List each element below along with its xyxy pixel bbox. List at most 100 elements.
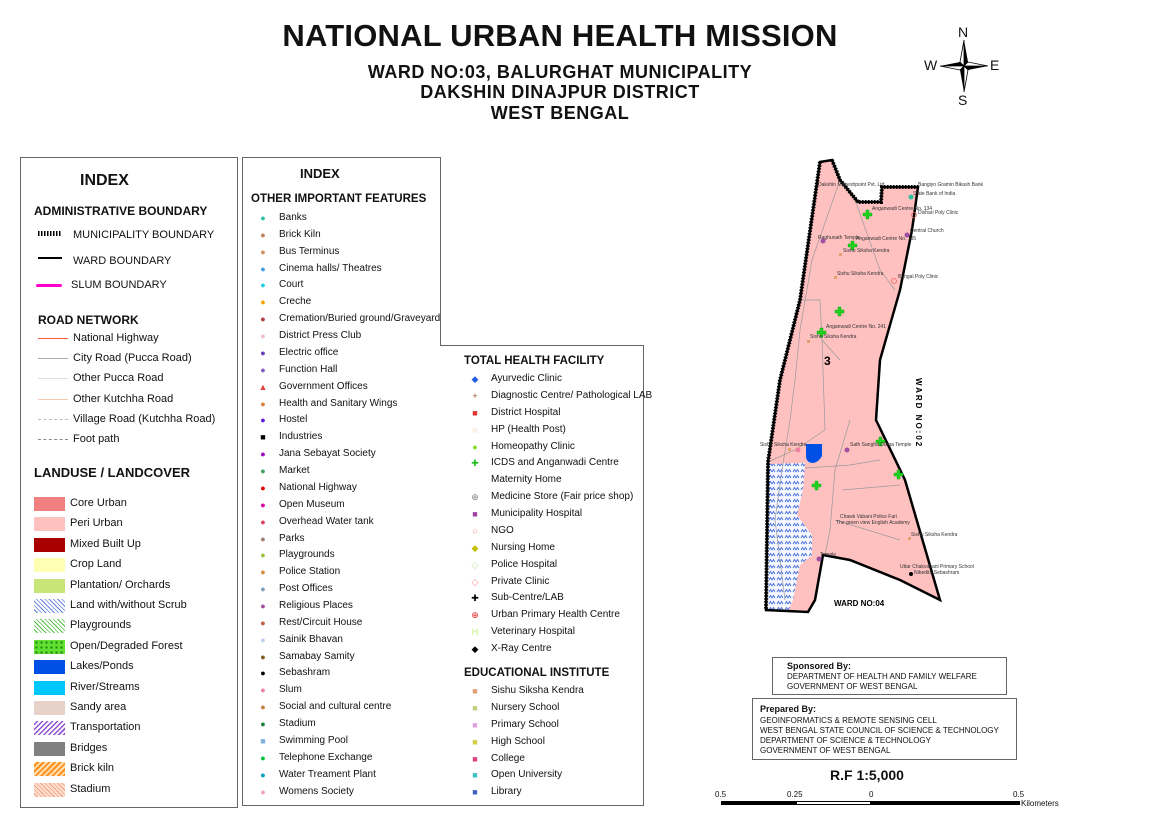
legend-symbol-icon: ◇: [471, 576, 479, 587]
legend-item-label: NGO: [491, 524, 514, 536]
legend-symbol-icon: ●: [260, 449, 266, 460]
legend-item-label: X-Ray Centre: [491, 643, 552, 655]
map-label: Sishu Siksha Kendra: [911, 532, 958, 538]
road-legend-label: Village Road (Kutchha Road): [73, 412, 216, 425]
legend-item-label: Maternity Home: [491, 474, 562, 486]
landuse-swatch: [34, 660, 65, 675]
legend-symbol-icon: ●: [260, 702, 266, 713]
legend-symbol-icon: +: [472, 390, 478, 401]
legend-item-label: Primary School: [491, 718, 559, 730]
legend-item-label: Hostel: [279, 414, 308, 426]
road-legend-label: Other Kutchha Road: [73, 392, 174, 405]
landuse-swatch: [34, 782, 65, 797]
map-label: Anganwadi Centre No. 134: [872, 206, 932, 212]
landuse-legend-label: Brick kiln: [70, 762, 115, 775]
compass-south: S: [958, 92, 968, 108]
health-facility-heading: TOTAL HEALTH FACILITY: [464, 355, 605, 367]
legend-index-title: INDEX: [80, 172, 129, 189]
ward-boundary-swatch: [38, 257, 62, 259]
map-subtitle-state: WEST BENGAL: [490, 103, 630, 123]
legend-symbol-icon: ●: [260, 482, 266, 493]
municipality-boundary: [764, 161, 822, 611]
legend-symbol-icon: ●: [260, 331, 266, 342]
legend-item-label: Telephone Exchange: [279, 751, 373, 763]
legend-symbol-icon: ●: [260, 685, 266, 696]
legend-item-label: National Highway: [279, 481, 357, 493]
legend-item-label: ICDS and Anganwadi Centre: [491, 457, 619, 469]
legend-item-label: Ayurvedic Clinic: [491, 373, 562, 384]
landuse-legend-label: Plantation/ Orchards: [70, 578, 171, 591]
map-label: Bengal Poly Clinic: [898, 274, 939, 280]
road-swatch: [38, 418, 68, 420]
legend-item-label: Government Offices: [279, 380, 368, 392]
legend-item-label: Overhead Water tank: [279, 515, 374, 527]
map-label: Bangiyo Gramin Bikash Bank: [918, 182, 984, 188]
landuse-legend-label: Bridges: [70, 741, 108, 754]
compass-east: E: [990, 57, 1000, 73]
legend-item-label: Police Station: [279, 566, 341, 578]
legend-item-label: Cinema halls/ Theatres: [279, 262, 382, 274]
legend-symbol-icon: ◆: [471, 542, 479, 553]
scale-unit: Kilometers: [1021, 799, 1059, 808]
landuse-swatch: [34, 762, 65, 777]
legend-item-label: Water Treament Plant: [279, 768, 376, 780]
scale-tick: 0.5: [715, 790, 727, 799]
legend-item-label: Veterinary Hospital: [491, 626, 575, 638]
ward-number-label: 3: [824, 354, 831, 368]
legend-item-label: Samabay Samity: [279, 650, 355, 662]
landuse-heading: LANDUSE / LANDCOVER: [34, 465, 191, 480]
legend-symbol-icon: ●: [260, 719, 266, 730]
legend-item-label: Urban Primary Health Centre: [491, 609, 620, 621]
legend-item-label: Banks: [279, 212, 307, 223]
legend-symbol-icon: ●: [260, 651, 266, 662]
legend-item-label: Private Clinic: [491, 575, 550, 587]
prepared-line: GEOINFORMATICS & REMOTE SENSING CELL: [760, 716, 937, 725]
legend-item-label: HP (Health Post): [491, 423, 566, 435]
legend-symbol-icon: ■: [472, 770, 478, 781]
map-label: Sath Sangha Durga Temple: [850, 442, 912, 448]
legend-item-label: Sub-Centre/LAB: [491, 592, 564, 604]
slum-boundary-swatch: [36, 284, 62, 287]
legend-symbol-icon: ●: [260, 584, 266, 595]
legend-symbol-icon: ✚: [471, 593, 479, 604]
legend-symbol-icon: ■: [472, 719, 478, 730]
legend-symbol-icon: ■: [472, 736, 478, 747]
landuse-legend-label: River/Streams: [70, 680, 140, 693]
legend-symbol-icon: ■: [260, 432, 266, 443]
legend-item-label: College: [491, 752, 525, 764]
legend-item-label: Jana Sebayat Society: [279, 448, 376, 460]
road-legend-label: City Road (Pucca Road): [73, 352, 192, 365]
map-label: Sishu Siksha Kendra: [810, 334, 857, 340]
legend-item-label: Bus Terminus: [279, 245, 340, 257]
legend-symbol-icon: ●: [260, 550, 266, 561]
legend-item-label: Library: [491, 786, 522, 798]
legend-item-label: Parks: [279, 532, 305, 544]
legend-symbol-icon: ✚: [471, 458, 479, 469]
legend-symbol-icon: ●: [260, 364, 266, 375]
legend-symbol-icon: ●: [260, 567, 266, 578]
legend-symbol-icon: ●: [260, 516, 266, 527]
legend-item-label: Health and Sanitary Wings: [279, 397, 398, 409]
prepared-line: WEST BENGAL STATE COUNCIL OF SCIENCE & T…: [760, 726, 999, 735]
legend-symbol-icon: ●: [260, 297, 266, 308]
legend-symbol-icon: ○: [472, 424, 478, 435]
legend-item-label: Market: [279, 465, 310, 477]
other-features-heading: OTHER IMPORTANT FEATURES: [251, 193, 427, 205]
landuse-swatch: [34, 741, 65, 756]
map-title: NATIONAL URBAN HEALTH MISSION: [282, 18, 838, 53]
legend-symbol-icon: ◆: [471, 644, 479, 655]
scale-tick: 0.5: [1013, 790, 1025, 799]
legend-item-label: Medicine Store (Fair price shop): [491, 491, 634, 503]
compass-west: W: [924, 57, 938, 73]
prepared-line: GOVERNMENT OF WEST BENGAL: [760, 746, 891, 755]
legend-item-label: Nursing Home: [491, 541, 555, 553]
legend-label: MUNICIPALITY BOUNDARY: [73, 229, 215, 241]
legend-symbol-icon: ●: [260, 601, 266, 611]
legend-symbol-icon: ●: [260, 246, 266, 257]
map-label: Dakshin Maheshpoint Pvt. Ltd: [818, 182, 885, 188]
legend-item-label: Slum: [279, 684, 302, 696]
legend-symbol-icon: ⊕: [471, 492, 479, 503]
road-swatch: [38, 398, 68, 400]
